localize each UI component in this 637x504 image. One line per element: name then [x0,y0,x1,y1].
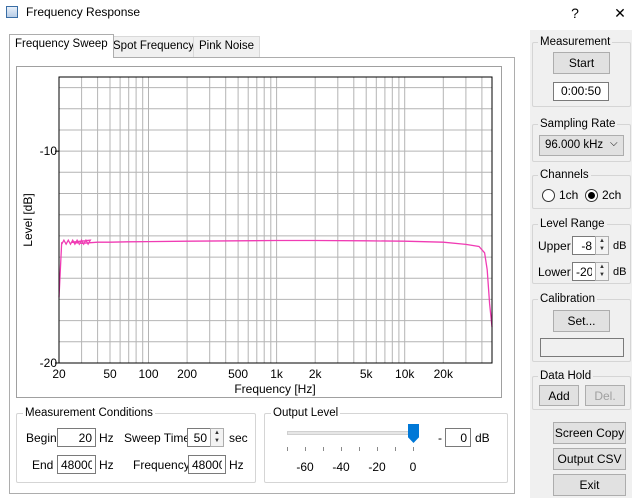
screen-copy-button[interactable]: Screen Copy [553,422,626,444]
data-hold-add-button[interactable]: Add [539,385,579,406]
x-tick-label: 100 [138,367,158,381]
calibration-value-field [540,338,624,357]
output-level-scale-label: -60 [296,460,314,474]
tab-spot-frequency[interactable]: Spot Frequency [107,36,201,57]
spin-down-icon[interactable]: ▼ [214,438,220,444]
upper-spinner[interactable]: ▲ ▼ [595,236,609,255]
y-tick-label: -10 [40,144,58,158]
channel-2ch-radio[interactable] [585,189,598,202]
channel-2ch-label[interactable]: 2ch [602,188,622,202]
spin-down-icon[interactable]: ▼ [599,272,605,278]
output-level-minor-tick [287,447,288,451]
output-level-slider-thumb[interactable] [408,424,419,443]
start-button[interactable]: Start [553,52,610,74]
level-range-title: Level Range [538,218,607,230]
output-level-tick [377,447,378,451]
elapsed-time-display: 0:00:50 [553,82,609,101]
x-tick-label: 5k [360,367,374,381]
sampling-rate-title: Sampling Rate [538,118,618,130]
sweep-time-label: Sweep Time [124,431,191,445]
series-line-level [58,238,493,328]
close-button[interactable]: ✕ [614,5,626,21]
sweep-time-unit: sec [229,431,248,445]
output-level-slider-track[interactable] [287,431,417,435]
calibration-set-button[interactable]: Set... [553,310,610,332]
sweep-time-input[interactable] [187,428,211,447]
sampling-rate-select[interactable]: 96.000 kHz ⌵ [539,135,624,156]
output-level-group [264,413,508,483]
output-level-scale-label: -40 [332,460,350,474]
lower-input[interactable] [572,262,596,281]
end-label: End [32,458,54,472]
chart-tick-labels: 20 50 100 200 500 1k 2k 5k 10k 20k -10 -20 [40,144,454,381]
frequency-response-chart: 20 50 100 200 500 1k 2k 5k 10k 20k -10 -20 Frequenc… [40,76,493,396]
x-tick-label: 50 [103,367,117,381]
window-app-icon [6,6,18,18]
x-axis-label: Frequency [Hz] [234,382,315,396]
channel-1ch-radio[interactable] [542,189,555,202]
calibration-title: Calibration [538,293,597,305]
output-level-title: Output Level [271,407,341,419]
output-level-sign: - [438,431,442,445]
y-tick-label: -20 [40,356,58,370]
spin-up-icon[interactable]: ▲ [599,238,605,244]
x-tick-label: 2k [309,367,323,381]
lower-unit: dB [613,266,627,278]
window-title: Frequency Response [26,5,141,19]
sampling-rate-value: 96.000 kHz [545,139,604,151]
channel-1ch-label[interactable]: 1ch [559,188,579,202]
lower-label: Lower [538,265,571,279]
output-level-minor-tick [323,447,324,451]
spin-down-icon[interactable]: ▼ [599,246,605,252]
chevron-down-icon: ⌵ [610,138,618,149]
tab-frequency-sweep[interactable]: Frequency Sweep [9,34,114,58]
output-level-unit: dB [475,431,490,445]
x-tick-label: 10k [395,367,415,381]
output-level-minor-tick [395,447,396,451]
frequency-input[interactable] [188,455,226,474]
plot-area [16,66,502,398]
spin-up-icon[interactable]: ▲ [214,430,220,436]
data-hold-title: Data Hold [538,370,594,382]
measurement-conditions-title: Measurement Conditions [23,407,155,419]
begin-unit: Hz [99,431,114,445]
output-level-tick [305,447,306,451]
title-bar: Frequency Response ? ✕ [0,0,637,26]
spin-up-icon[interactable]: ▲ [599,264,605,270]
x-tick-label: 1k [270,367,284,381]
lower-spinner[interactable]: ▲ ▼ [595,262,609,281]
frequency-unit: Hz [229,458,244,472]
help-button[interactable]: ? [571,5,579,21]
end-input[interactable] [57,455,96,474]
upper-label: Upper [538,239,571,253]
sweep-time-spinner[interactable]: ▲ ▼ [210,428,224,447]
x-tick-label: 500 [228,367,248,381]
x-tick-label: 20 [52,367,66,381]
output-level-input[interactable] [445,428,471,447]
output-csv-button[interactable]: Output CSV [553,448,626,470]
begin-input[interactable] [57,428,96,447]
exit-button[interactable]: Exit [553,474,626,496]
output-level-tick [341,447,342,451]
channels-title: Channels [538,169,591,181]
x-tick-label: 200 [177,367,197,381]
tab-pink-noise[interactable]: Pink Noise [193,36,260,57]
begin-label: Begin [26,431,57,445]
upper-unit: dB [613,240,627,252]
output-level-tick [413,447,414,451]
x-tick-label: 20k [434,367,454,381]
output-level-scale-label: 0 [409,460,417,474]
upper-input[interactable] [572,236,596,255]
chart-frame [58,76,493,364]
output-level-scale-label: -20 [368,460,386,474]
chart-grid [59,77,492,364]
data-hold-del-button[interactable]: Del. [585,385,625,406]
output-level-minor-tick [359,447,360,451]
y-axis-label: Level [dB] [21,193,35,247]
measurement-title: Measurement [538,36,613,48]
frequency-label: Frequency [133,458,190,472]
end-unit: Hz [99,458,114,472]
